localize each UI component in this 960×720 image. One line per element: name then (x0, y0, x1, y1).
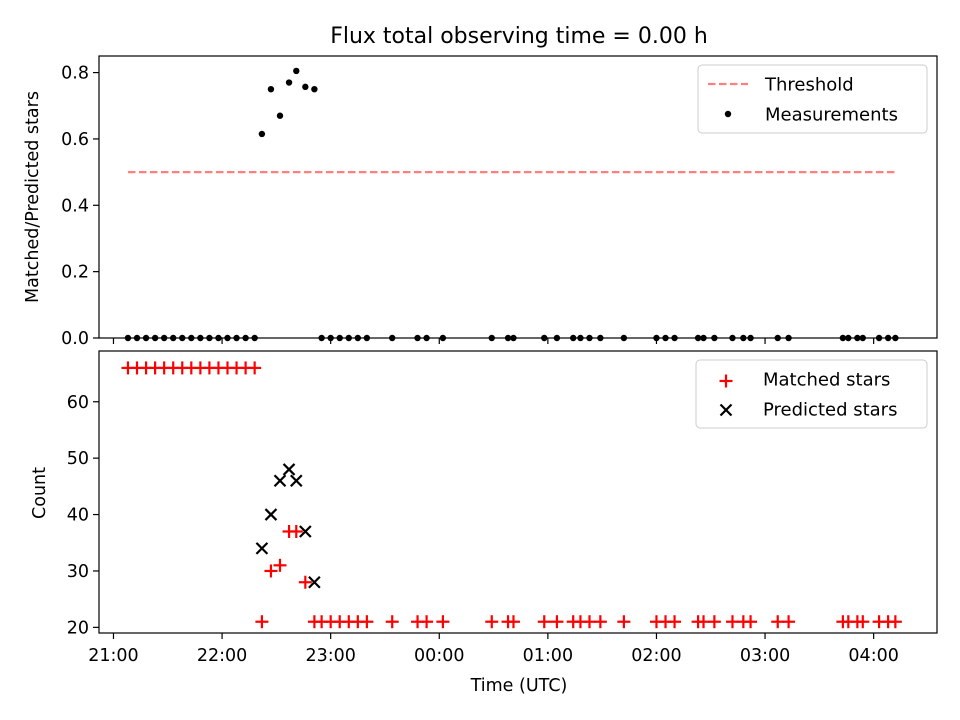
x-tick-label: 04:00 (848, 646, 898, 666)
matched-star-point (856, 615, 870, 629)
bottom-y-tick-label: 30 (67, 562, 89, 582)
matched-star-point (255, 615, 269, 629)
matched-star-point (485, 615, 499, 629)
matched-star-point (506, 615, 520, 629)
matched-star-point (420, 615, 434, 629)
legend-measurements-swatch (724, 110, 732, 118)
matched-star-point (888, 615, 902, 629)
x-tick-label: 02:00 (631, 646, 681, 666)
bottom-y-tick-label: 20 (67, 618, 89, 638)
x-tick-label: 01:00 (523, 646, 573, 666)
matched-star-point (537, 615, 551, 629)
top-y-axis-label: Matched/Predicted stars (23, 91, 43, 303)
chart-title: Flux total observing time = 0.00 h (330, 24, 708, 49)
bottom-y-tick-label: 60 (67, 393, 89, 413)
matched-star-point (707, 615, 721, 629)
bottom-y-ticks: 20 30 40 50 60 (67, 393, 99, 638)
matched-star-point (582, 615, 596, 629)
legend-predicted-label: Predicted stars (763, 400, 897, 421)
matched-star-point (593, 615, 607, 629)
top-y-tick-label: 0.0 (61, 329, 89, 349)
predicted-star-point (282, 463, 296, 476)
top-series (124, 67, 899, 342)
predicted-star-point (299, 525, 312, 538)
matched-star-point (771, 615, 785, 629)
bottom-axes-frame (98, 350, 938, 634)
x-tick-label: 21:00 (88, 646, 138, 666)
matched-star-point (744, 615, 758, 629)
x-tick-label: 03:00 (740, 646, 790, 666)
predicted-star-point (290, 474, 303, 487)
top-y-ticks: 0.0 0.2 0.4 0.6 0.8 (61, 64, 99, 349)
predicted-star-point (264, 508, 278, 521)
bottom-legend: Matched stars Predicted stars (695, 359, 928, 429)
measurement-point (302, 83, 309, 91)
legend-threshold-label: Threshold (764, 75, 854, 96)
top-y-tick-label: 0.8 (61, 64, 89, 84)
bottom-y-tick-label: 50 (67, 449, 89, 469)
x-tick-label: 23:00 (305, 646, 355, 666)
matched-star-point (264, 564, 278, 578)
top-legend: Threshold Measurements (697, 64, 928, 134)
x-tick-label: 00:00 (414, 646, 464, 666)
matched-star-point (782, 615, 796, 629)
x-axis-label: Time (UTC) (470, 676, 568, 696)
matched-star-point (289, 524, 303, 538)
matched-star-point (697, 615, 711, 629)
top-y-tick-label: 0.4 (61, 196, 89, 216)
top-y-tick-label: 0.2 (61, 263, 89, 283)
predicted-star-point (273, 474, 287, 487)
legend-matched-swatch (719, 374, 733, 388)
matched-star-point (273, 558, 287, 572)
matched-star-point (550, 615, 564, 629)
matched-star-point (248, 361, 262, 375)
matched-star-point (298, 575, 312, 589)
matched-star-point (436, 615, 450, 629)
x-tick-label: 22:00 (197, 646, 247, 666)
bottom-legend-box (695, 359, 928, 429)
measurement-point (293, 67, 300, 75)
matched-star-point (360, 615, 374, 629)
top-y-tick-label: 0.6 (61, 130, 89, 150)
top-legend-box (697, 64, 928, 134)
legend-predicted-swatch (719, 403, 733, 417)
bottom-y-axis-label: Count (30, 467, 50, 519)
bottom-y-tick-label: 40 (67, 506, 89, 526)
matched-star-point (668, 615, 682, 629)
measurement-point (258, 130, 266, 138)
matched-star-point (617, 615, 631, 629)
measurement-point (285, 79, 293, 86)
bottom-x-ticks: 21:00 22:00 23:00 00:00 01:00 02:00 03:00 04:00 (88, 633, 899, 666)
matched-star-point (385, 615, 399, 629)
top-axes-frame (98, 55, 938, 339)
bottom-panel: Count 20 30 40 50 60 21:00 22:00 23:00 00:00 01:… (30, 350, 938, 696)
measurement-point (267, 85, 275, 93)
measurement-point (276, 112, 284, 119)
predicted-star-point (308, 575, 321, 589)
measurement-point (311, 85, 318, 93)
legend-measurements-label: Measurements (765, 105, 898, 126)
bottom-series (121, 361, 902, 629)
top-panel: Matched/Predicted stars 0.00.20.40.60.8 … (23, 55, 938, 349)
predicted-star-point (255, 542, 269, 555)
legend-matched-label: Matched stars (763, 370, 890, 391)
matched-star-point (725, 615, 739, 629)
